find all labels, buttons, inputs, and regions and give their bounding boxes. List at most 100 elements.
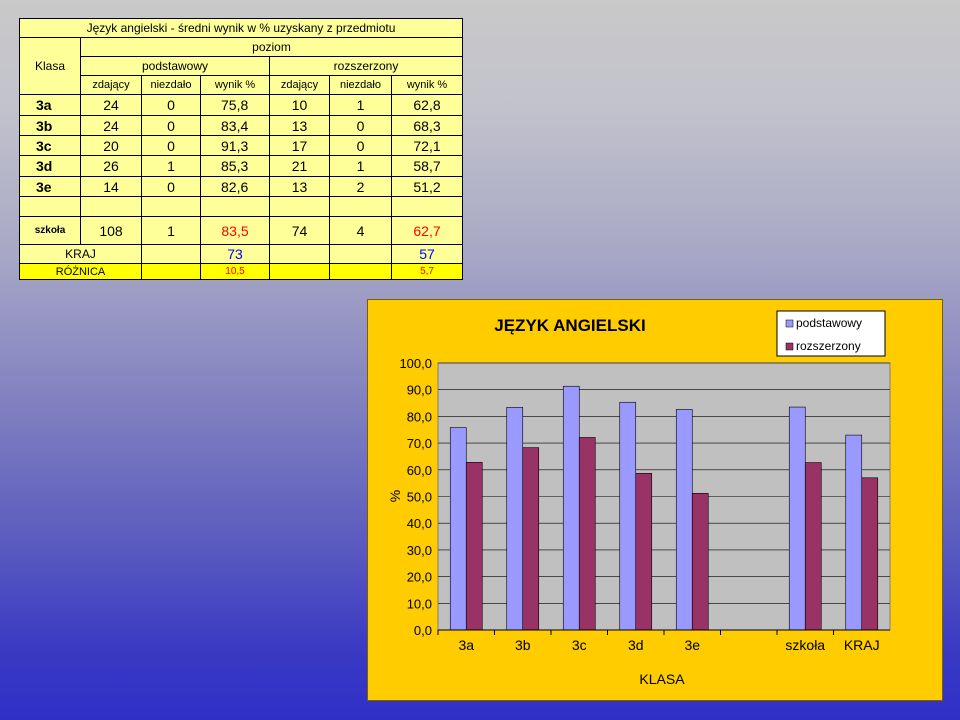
row-r-niezdalo: 1	[329, 94, 392, 116]
roznica-p-wynik: 10,5	[200, 263, 270, 280]
bar-rozszerzony-3b	[522, 447, 540, 631]
row-p-niezdalo: 0	[141, 115, 201, 136]
y-tick-label: 40,0	[407, 516, 432, 531]
y-tick-label: 0,0	[414, 623, 432, 638]
row-p-niezdalo: 0	[141, 94, 201, 116]
table-row: 3d 26 1 85,3 21 1 58,7	[19, 155, 464, 177]
szkola-p-zdajacy: 108	[80, 216, 142, 245]
row-r-wynik: 68,3	[390, 115, 464, 136]
sub-header-p-niezdalo: niezdało	[141, 75, 201, 95]
row-r-zdajacy: 17	[269, 135, 330, 156]
bars	[449, 385, 879, 631]
x-tick-label: 3d	[628, 637, 644, 653]
sub-header-r-niezdalo: niezdało	[329, 75, 392, 95]
sub-header-r-zdajacy: zdający	[269, 75, 330, 95]
szkola-r-zdajacy: 74	[269, 216, 330, 245]
legend-swatch-rozszerzony	[785, 342, 794, 351]
row-p-niezdalo: 1	[141, 155, 201, 177]
x-tick-labels: 3a 3b 3c 3d 3e szkoła KRAJ	[437, 629, 890, 653]
row-p-zdajacy: 14	[80, 176, 142, 197]
bar-podstawowy-KRAJ	[845, 434, 863, 631]
kraj-p-wynik: 73	[200, 244, 270, 264]
bar-podstawowy-3c	[562, 385, 580, 631]
row-r-wynik: 62,8	[390, 94, 464, 116]
row-r-zdajacy: 13	[269, 176, 330, 197]
row-p-wynik: 82,6	[200, 176, 270, 197]
table-row: 3b 24 0 83,4 13 0 68,3	[19, 115, 464, 136]
sub-header-p-zdajacy: zdający	[80, 75, 142, 95]
row-p-zdajacy: 24	[80, 94, 142, 116]
y-tick-labels: 0,0 10,0 20,0 30,0 40,0 50,0 60,0 70,0 80,0 90,0 1…	[399, 356, 432, 638]
y-tick-label: 60,0	[407, 463, 432, 478]
rozszerzony-header: rozszerzony	[268, 56, 464, 76]
kraj-label: KRAJ	[19, 244, 142, 264]
legend-label-rozszerzony: rozszerzony	[796, 339, 861, 353]
sub-header-r-wynik: wynik %	[390, 75, 464, 95]
x-tick-label: 3e	[684, 637, 700, 653]
row-p-zdajacy: 20	[80, 135, 142, 156]
row-p-niezdalo: 0	[141, 176, 201, 197]
y-tick-label: 90,0	[407, 383, 432, 398]
x-tick-label: 3c	[572, 637, 587, 653]
table-row: 3a 24 0 75,8 10 1 62,8	[19, 94, 464, 116]
roznica-label: RÓŻNICA	[19, 263, 142, 280]
bar-podstawowy-3d	[619, 401, 637, 631]
row-p-wynik: 75,8	[200, 94, 270, 116]
klasa-header: Klasa	[19, 37, 81, 95]
szkola-label: szkoła	[19, 216, 81, 245]
sub-header-p-wynik: wynik %	[200, 75, 270, 95]
row-p-wynik: 91,3	[200, 135, 270, 156]
y-tick-label: 30,0	[407, 543, 432, 558]
row-r-niezdalo: 0	[329, 115, 392, 136]
row-r-wynik: 72,1	[390, 135, 464, 156]
row-r-niezdalo: 1	[329, 155, 392, 177]
bar-rozszerzony-szkoła	[804, 462, 822, 631]
results-table: Język angielski - średni wynik w % uzysk…	[18, 18, 464, 280]
table-row: 3e 14 0 82,6 13 2 51,2	[19, 176, 464, 197]
y-tick-label: 70,0	[407, 436, 432, 451]
szkola-r-niezdalo: 4	[329, 216, 392, 245]
poziom-header: poziom	[79, 37, 464, 57]
row-r-wynik: 58,7	[390, 155, 464, 177]
table-row-kraj: KRAJ 73 57	[19, 244, 464, 264]
row-klasa: 3e	[19, 176, 81, 197]
bar-podstawowy-3b	[506, 407, 524, 631]
row-p-niezdalo: 0	[141, 135, 201, 156]
row-p-zdajacy: 24	[80, 115, 142, 136]
table-row-szkola: szkoła 108 1 83,5 74 4 62,7	[19, 216, 464, 245]
bar-rozszerzony-3e	[691, 492, 709, 631]
legend: podstawowy rozszerzony	[776, 310, 886, 357]
row-klasa: 3c	[19, 135, 81, 156]
row-r-niezdalo: 2	[329, 176, 392, 197]
bar-rozszerzony-3c	[578, 437, 596, 631]
x-tick-label: KRAJ	[844, 637, 880, 653]
row-p-wynik: 85,3	[200, 155, 270, 177]
row-r-zdajacy: 13	[269, 115, 330, 136]
x-axis-label: KLASA	[639, 671, 685, 687]
y-tick-label: 50,0	[407, 490, 432, 505]
row-r-zdajacy: 21	[269, 155, 330, 177]
y-axis-label: %	[387, 490, 403, 502]
row-r-wynik: 51,2	[390, 176, 464, 197]
y-tick-label: 80,0	[407, 409, 432, 424]
podstawowy-header: podstawowy	[80, 56, 270, 76]
y-tick-label: 20,0	[407, 570, 432, 585]
legend-swatch-podstawowy	[785, 319, 794, 328]
bar-podstawowy-3a	[449, 427, 467, 631]
szkola-p-niezdalo: 1	[141, 216, 201, 245]
kraj-r-wynik: 57	[390, 244, 464, 264]
row-p-zdajacy: 26	[80, 155, 142, 177]
table-row-roznica: RÓŻNICA 10,5 5,7	[19, 263, 464, 280]
x-tick-label: 3b	[515, 637, 531, 653]
row-p-wynik: 83,4	[200, 115, 270, 136]
bar-rozszerzony-3d	[635, 472, 653, 631]
x-tick-label: szkoła	[785, 637, 825, 653]
bar-rozszerzony-3a	[465, 462, 483, 631]
table-row: 3c 20 0 91,3 17 0 72,1	[19, 135, 464, 156]
row-klasa: 3d	[19, 155, 81, 177]
y-tick-label: 100,0	[399, 356, 432, 371]
row-r-niezdalo: 0	[329, 135, 392, 156]
bar-rozszerzony-KRAJ	[861, 477, 879, 631]
bar-podstawowy-3e	[675, 409, 693, 631]
row-klasa: 3b	[19, 115, 81, 136]
